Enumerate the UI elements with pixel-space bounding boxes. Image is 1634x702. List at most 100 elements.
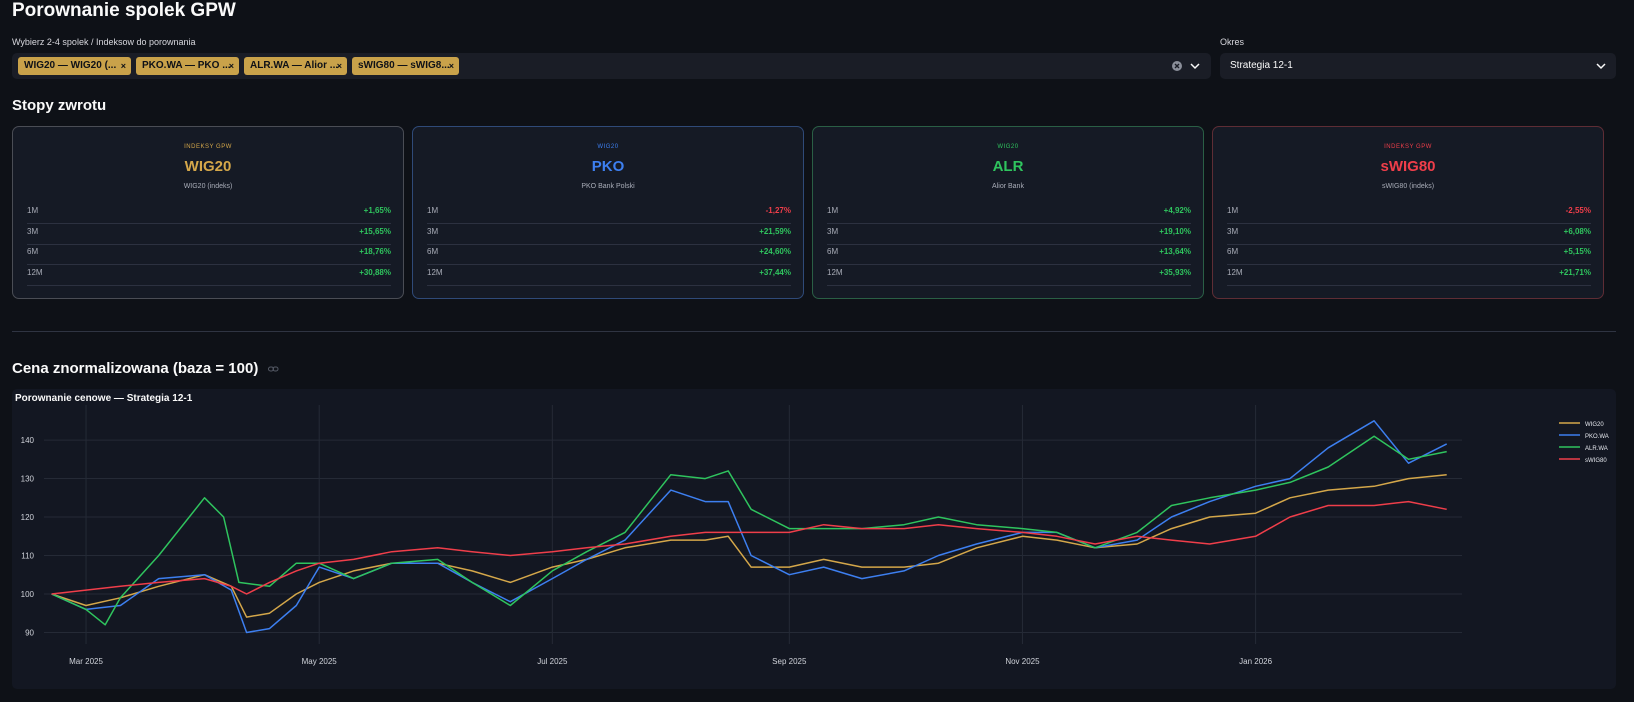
return-value: +1,65% [363, 206, 391, 215]
return-value: +24,60% [759, 247, 791, 256]
tag-remove-icon[interactable]: × [336, 61, 342, 71]
period-label: Okres [1220, 37, 1245, 47]
x-tick-label: Sep 2025 [772, 657, 807, 666]
card-ticker: WIG20 [184, 158, 232, 175]
series-line-pko-wa[interactable] [51, 420, 1448, 634]
return-period: 12M [427, 267, 443, 277]
selector-label: Wybierz 2-4 spolek / Indeksow do porowna… [12, 37, 196, 47]
y-tick-label: 120 [21, 513, 35, 522]
ticker-multiselect[interactable]: WIG20 — WIG20 (... × PKO.WA — PKO ... × AL… [12, 53, 1211, 79]
selected-tag[interactable]: PKO.WA — PKO ... × [136, 57, 239, 75]
y-tick-label: 100 [21, 590, 35, 599]
return-card: INDEKSY GPW WIG20 WIG20 (indeks) 1M +1,65% 3M… [12, 126, 404, 299]
return-value: +18,76% [359, 247, 391, 256]
return-value: +4,92% [1163, 206, 1191, 215]
return-row: 6M +24,60% [427, 244, 791, 265]
return-value: +13,64% [1159, 247, 1191, 256]
return-period: 3M [427, 226, 439, 236]
tag-remove-icon[interactable]: × [448, 61, 454, 71]
return-value: +19,10% [1159, 226, 1191, 236]
return-period: 6M [827, 247, 839, 256]
chart-title: Porownanie cenowe — Strategia 12-1 [15, 393, 193, 404]
return-period: 1M [427, 206, 439, 215]
tag-remove-icon[interactable]: × [228, 61, 234, 71]
legend-label[interactable]: PKO.WA [1585, 434, 1609, 440]
return-value: -1,27% [765, 206, 791, 215]
card-company-name: WIG20 (indeks) [183, 183, 233, 190]
return-row: 1M -2,55% [1227, 203, 1591, 224]
return-period: 12M [1227, 267, 1243, 277]
card-group-label: INDEKSY GPW [1384, 144, 1432, 150]
return-row: 1M +1,65% [27, 203, 391, 224]
return-value: +35,93% [1159, 267, 1191, 277]
card-company-name: PKO Bank Polski [581, 183, 635, 190]
period-value: Strategia 12-1 [1230, 60, 1293, 71]
return-value: +21,71% [1559, 267, 1591, 277]
legend-label[interactable]: WIG20 [1585, 422, 1604, 428]
chart-heading: Cena znormalizowana (baza = 100) [12, 360, 279, 377]
return-row: 3M +15,65% [27, 224, 391, 245]
return-row: 6M +13,64% [827, 244, 1191, 265]
return-value: +5,15% [1563, 247, 1591, 256]
series-line-swig80[interactable] [51, 500, 1447, 595]
tag-label: PKO.WA — PKO ... [142, 60, 231, 71]
return-period: 3M [827, 226, 839, 236]
return-value: +37,44% [759, 267, 791, 277]
return-row: 3M +6,08% [1227, 224, 1591, 245]
series-line-wig20[interactable] [51, 473, 1447, 618]
return-row: 3M +19,10% [827, 224, 1191, 245]
x-tick-label: Jul 2025 [537, 657, 568, 666]
return-period: 6M [1227, 247, 1239, 256]
card-group-label: INDEKSY GPW [184, 144, 232, 150]
return-value: +6,08% [1563, 226, 1591, 236]
return-value: -2,55% [1565, 206, 1591, 215]
chart-container [12, 389, 1616, 689]
return-period: 1M [1227, 206, 1239, 215]
tag-label: WIG20 — WIG20 (... [24, 60, 117, 71]
return-value: +21,59% [759, 226, 791, 236]
return-row: 3M +21,59% [427, 224, 791, 245]
return-card: WIG20 ALR Alior Bank 1M +4,92% 3M +19,10% 6M +13… [812, 126, 1204, 299]
y-tick-label: 130 [21, 475, 35, 484]
divider [12, 331, 1616, 332]
clear-all-icon[interactable] [1172, 61, 1182, 71]
link-icon[interactable] [267, 366, 279, 373]
x-tick-label: Mar 2025 [69, 657, 103, 666]
return-row: 6M +5,15% [1227, 244, 1591, 265]
return-value: +15,65% [359, 226, 391, 236]
x-tick-label: Jan 2026 [1239, 657, 1272, 666]
return-row: 12M +30,88% [27, 265, 391, 286]
chevron-down-icon[interactable] [1596, 62, 1606, 70]
y-tick-label: 140 [21, 436, 35, 445]
y-tick-label: 90 [25, 628, 34, 637]
return-row: 6M +18,76% [27, 244, 391, 265]
return-value: +30,88% [359, 267, 391, 277]
return-period: 3M [1227, 226, 1239, 236]
returns-heading: Stopy zwrotu [12, 97, 107, 114]
card-group-label: WIG20 [597, 144, 619, 150]
return-row: 1M -1,27% [427, 203, 791, 224]
return-card: WIG20 PKO PKO Bank Polski 1M -1,27% 3M +21,59%… [412, 126, 804, 299]
chevron-down-icon[interactable] [1190, 62, 1200, 70]
selected-tag[interactable]: sWIG80 — sWIG8... × [352, 57, 459, 75]
selected-tag[interactable]: WIG20 — WIG20 (... × [18, 57, 131, 75]
series-line-alr-wa[interactable] [51, 435, 1447, 626]
legend-label[interactable]: ALR.WA [1585, 446, 1608, 452]
return-period: 12M [827, 267, 843, 277]
return-card: INDEKSY GPW sWIG80 sWIG80 (indeks) 1M -2,55%… [1212, 126, 1604, 299]
page-title: Porownanie spolek GPW [12, 0, 236, 21]
y-tick-label: 110 [21, 552, 34, 561]
return-row: 12M +21,71% [1227, 265, 1591, 286]
period-select[interactable]: Strategia 12-1 [1220, 53, 1616, 79]
x-tick-label: May 2025 [302, 657, 338, 666]
tag-remove-icon[interactable]: × [120, 61, 126, 71]
tag-label: ALR.WA — Alior ... [250, 60, 339, 71]
return-period: 12M [27, 267, 43, 277]
legend-label[interactable]: sWIG80 [1585, 458, 1607, 464]
card-company-name: Alior Bank [992, 183, 1024, 190]
return-period: 6M [427, 247, 439, 256]
selected-tag[interactable]: ALR.WA — Alior ... × [244, 57, 347, 75]
price-chart[interactable]: 90 100 110 120 130 140 Mar 2025 May 2025 Jul 202… [12, 389, 1616, 689]
tag-label: sWIG80 — sWIG8... [358, 60, 450, 71]
return-row: 12M +37,44% [427, 265, 791, 286]
